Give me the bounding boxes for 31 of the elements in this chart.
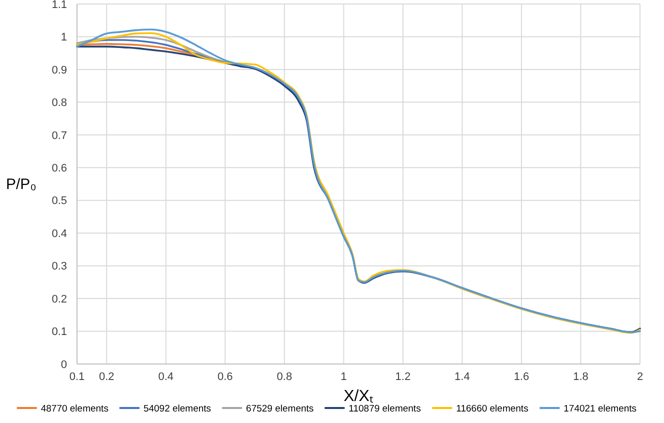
y-tick-label: 0.3 [52,260,67,273]
y-tick-label: 0.2 [52,293,67,306]
legend-label: 116660 elements [456,403,529,414]
y-tick-label: 0.1 [52,326,67,338]
y-tick-label: 0.4 [52,228,67,240]
y-axis-title: P/P₀ [6,176,36,193]
x-tick-label: 0.6 [218,371,233,383]
y-tick-label: 0.7 [52,130,67,142]
y-tick-label: 0.8 [52,97,67,110]
y-tick-label: 1 [60,32,67,44]
x-tick-label: 1.6 [514,371,530,383]
x-tick-label: 1.8 [573,371,588,383]
x-tick-label: 1.4 [454,371,470,383]
legend-label: 110879 elements [348,403,422,414]
legend-label: 48770 elements [40,403,109,414]
y-tick-label: 0 [60,358,67,371]
x-axis-title: X/Xₜ [344,388,374,405]
x-tick-label: 0.8 [276,371,292,383]
y-tick-label: 0.9 [52,64,67,76]
x-tick-label: 0.4 [158,371,174,383]
x-tick-label: 0.2 [98,371,114,383]
legend-label: 174021 elements [564,403,637,414]
x-tick-label: 0.1 [69,371,85,383]
y-tick-label: 0.6 [52,162,67,174]
legend-label: 54092 elements [143,403,212,414]
legend-label: 67529 elements [246,403,314,414]
y-tick-label: 0.5 [52,195,67,208]
x-tick-label: 1.2 [395,371,411,383]
x-tick-label: 1 [340,371,347,383]
y-tick-label: 1.1 [52,0,67,11]
x-tick-label: 2 [636,371,644,383]
